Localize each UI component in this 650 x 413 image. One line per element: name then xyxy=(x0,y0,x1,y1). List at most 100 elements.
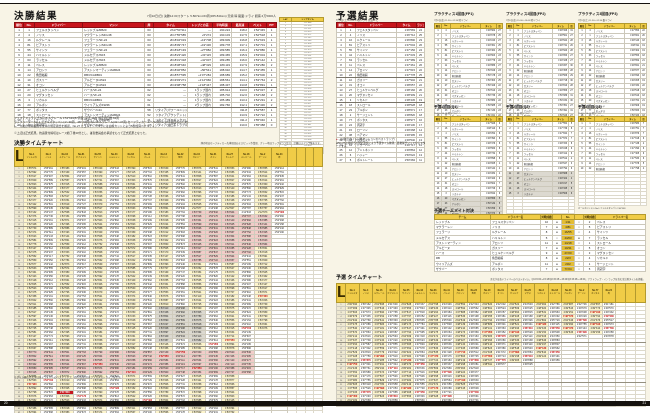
driver-name: フェルスタ xyxy=(26,157,37,159)
lap-time-cell: 1'47″069 xyxy=(345,306,360,311)
cell: ● xyxy=(552,265,562,272)
lap-time-cell: 1'47″339 xyxy=(372,390,387,395)
lap-time-cell: 1'47″559 xyxy=(372,346,387,351)
lap-time-cell: 1'47″906 xyxy=(412,374,427,379)
driver-name: オコン xyxy=(497,293,504,295)
column-header: 対戦成績 xyxy=(540,214,553,220)
lap-time-cell: 1'49″030 xyxy=(601,314,616,319)
cell: 5 xyxy=(345,157,356,163)
driver-number: No.4 xyxy=(45,154,51,156)
lap-time-cell: 1'49″150 xyxy=(534,330,549,335)
driver-column-header: No.31 オコン xyxy=(493,283,508,303)
lap-time-cell: 2'00″864 xyxy=(520,350,535,355)
lap-time-cell: 2'01″862 xyxy=(534,318,549,323)
lap-time-cell: 1'48″070 xyxy=(493,334,508,339)
driver-column-header: No.2 サージェ xyxy=(574,283,589,303)
lap-time-cell: 1'48″380 xyxy=(493,346,508,351)
driver-column-header: No.55 サインツ xyxy=(399,283,414,303)
lap-time-cell: 2'02″969 xyxy=(439,366,454,371)
lap-time-cell: 1'48″264 xyxy=(439,330,454,335)
lap-time-cell: 1'48″646 xyxy=(534,338,549,343)
lap-time-cell: 2'04″369 xyxy=(399,334,414,339)
q2-title: 予選2回目(Q2) xyxy=(506,105,530,109)
lap-time-cell: 1'47″888 xyxy=(453,310,468,315)
driver-number: No.81 xyxy=(389,290,396,292)
lap-time-cell: 1'47″818 xyxy=(412,310,427,315)
lap-row: 32 1'52″475 1'52″925 1'52″796 1'53″036 1'53″2… xyxy=(14,290,323,295)
lap-time-cell: 1'47″234 xyxy=(372,338,387,343)
lap-time-cell: 1'47″755 xyxy=(358,378,373,383)
driver-number: No.16 xyxy=(376,290,383,292)
lap-time-cell: 1'48″251 xyxy=(466,338,481,343)
cell xyxy=(568,195,575,201)
lap-time-cell: 1'49″197 xyxy=(534,342,549,347)
lap-time-cell: 1'47″956 xyxy=(399,306,414,311)
lap-time-cell: 1'49″008 xyxy=(574,310,589,315)
lap-time-cell: 1'48″224 xyxy=(453,370,468,375)
lap-time-cell: 1'49″143 xyxy=(574,326,589,331)
cell xyxy=(624,201,641,207)
right-page-number: 21 xyxy=(642,401,646,405)
lap-time-cell: 2'05″428 xyxy=(507,318,522,323)
lap-time-cell: 1'47″050 xyxy=(412,390,427,395)
teammate-battle-title: 予選チームメイト対決 xyxy=(434,208,474,213)
driver-number: No.31 xyxy=(497,290,504,292)
table-row xyxy=(506,195,575,201)
lap-time-cell: 1'48″027 xyxy=(453,338,468,343)
table-row: 10 22 角田裕毅 1'49″093 18 xyxy=(578,72,647,79)
lap-time-cell: 1'47″637 xyxy=(426,378,441,383)
cell xyxy=(522,209,553,214)
lap-time-cell: 1'47″345 xyxy=(358,306,373,311)
lap-time-cell: 1'48″310 xyxy=(520,326,535,331)
lap-time-cell: 1'47″454 xyxy=(345,342,360,347)
lap-time-cell: 2'03″105 xyxy=(399,318,414,323)
lap-time-cell: 1'47″848 xyxy=(439,322,454,327)
lap-time-cell: 1'47″849 xyxy=(412,342,427,347)
lap-time-cell: 1'46″930 xyxy=(399,386,414,391)
table-row: 15 20 マグヌッセン 1'49″764 21 xyxy=(578,97,647,104)
fp2-title: プラクティス2回目(FP2) xyxy=(506,12,546,16)
lap-time-cell: 1'48″889 xyxy=(480,322,495,327)
lap-time-cell: 2'02″864 xyxy=(412,350,427,355)
lap-time-cell: 1'47″530 xyxy=(466,390,481,395)
lap-time-cell: 1'49″090 xyxy=(561,322,576,327)
lap-row: 49 1'59″592 1'59″278 1'59″432 1'59″784 1'59″5… xyxy=(14,358,323,363)
lap-time-cell: 2'04″552 xyxy=(453,302,468,307)
driver-number: No.24 xyxy=(276,154,283,156)
race-note-line: レース後の車両検査で全車の規定適合を確認。No.27 ヒュルケンベルグには白線カ… xyxy=(14,124,158,128)
lap-time-cell: 1'48″815 xyxy=(520,310,535,315)
driver-number: No.24 xyxy=(605,290,612,292)
lap-time-cell: 1'47″683 xyxy=(372,322,387,327)
lap-time-cell: 1'48″281 xyxy=(466,362,481,367)
driver-name: 角田 xyxy=(178,157,183,159)
qualifying-results-title: 予選結果 xyxy=(336,11,381,22)
lap-time-cell: 2'02″346 xyxy=(561,318,576,323)
cell xyxy=(640,201,647,207)
empty-column-header xyxy=(304,147,315,167)
lap-time-cell: 1'47″668 xyxy=(426,370,441,375)
driver-column-header: No.1 フェルスタ xyxy=(23,147,41,167)
cell xyxy=(568,198,575,204)
lap-row: 18 1'47″352 1'46″989 1'47″374 1'47″597 1'47″7… xyxy=(336,370,646,375)
lap-time-cell: 1'48″298 xyxy=(426,362,441,367)
lap-time-cell: 1'58″761 xyxy=(358,366,373,371)
lap-time-cell: 1'48″008 xyxy=(399,390,414,395)
lap-time-cell: 1'47″724 xyxy=(426,358,441,363)
lap-row: 56 1'52″892 1'52″651 1'53″325 1'52″698 1'52″9… xyxy=(14,386,323,391)
lap-time-cell: 2'01″428 xyxy=(439,350,454,355)
lap-time-cell: 1'47″650 xyxy=(480,354,495,359)
cell xyxy=(585,201,595,207)
driver-name: ノリス xyxy=(362,293,369,295)
red-bullet-icon: ● xyxy=(336,138,338,141)
header-row: LAPNo.1フェルスタNo.4ノリスNo.16ルクレールNo.81ピアストリN… xyxy=(336,283,646,303)
lap-time-cell: 1'49″025 xyxy=(520,362,535,367)
lap-time-cell: 1'48″082 xyxy=(426,322,441,327)
lap-time-cell: 1'48″730 xyxy=(601,326,616,331)
lap-time-cell: 1'47″176 xyxy=(358,374,373,379)
lap-time-cell: 1'47″855 xyxy=(385,342,400,347)
lap-time-cell: 2'00″419 xyxy=(399,382,414,387)
qualifying-note-line: ●…Q3進出(タイムは各セッションのベストラップ) xyxy=(336,138,426,142)
driver-name: ルクレール xyxy=(59,157,70,159)
lap-time-cell: 1'47″670 xyxy=(345,330,360,335)
driver-column-header: No.2 サージェ xyxy=(254,147,272,167)
